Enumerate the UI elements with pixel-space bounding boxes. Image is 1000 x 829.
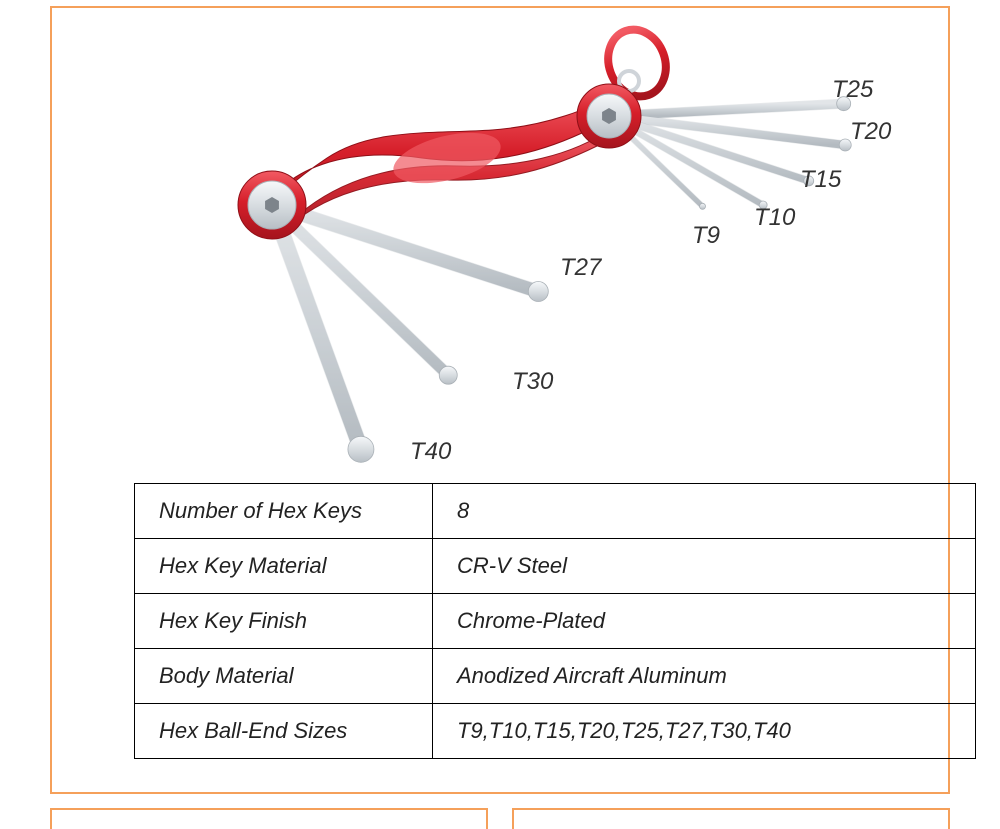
size-label: T27 <box>560 254 601 282</box>
bottom-frame-row <box>50 808 950 829</box>
spec-value: 8 <box>433 484 976 539</box>
bottom-frame-right <box>512 808 950 829</box>
table-row: Hex Key FinishChrome-Plated <box>135 594 976 649</box>
table-row: Body MaterialAnodized Aircraft Aluminum <box>135 649 976 704</box>
tool-diagram: T25 T20 T15T10 T9 T27 T30 T40 <box>52 8 948 478</box>
spec-label: Number of Hex Keys <box>135 484 433 539</box>
size-label: T30 <box>512 368 553 396</box>
size-label: T9 <box>692 222 720 250</box>
tool-illustration <box>52 8 952 478</box>
spec-value: CR-V Steel <box>433 539 976 594</box>
spec-label: Body Material <box>135 649 433 704</box>
table-row: Hex Ball-End SizesT9,T10,T15,T20,T25,T27… <box>135 704 976 759</box>
spec-table: Number of Hex Keys8Hex Key MaterialCR-V … <box>134 483 976 759</box>
size-label: T15 <box>800 166 841 194</box>
spec-value: Chrome-Plated <box>433 594 976 649</box>
table-row: Hex Key MaterialCR-V Steel <box>135 539 976 594</box>
spec-label: Hex Ball-End Sizes <box>135 704 433 759</box>
size-label: T40 <box>410 438 451 466</box>
size-label: T25 <box>832 76 873 104</box>
product-card-frame: T25 T20 T15T10 T9 T27 T30 T40 Number of Hex Ke… <box>50 6 950 794</box>
table-row: Number of Hex Keys8 <box>135 484 976 539</box>
size-label: T10 <box>754 204 795 232</box>
spec-value: Anodized Aircraft Aluminum <box>433 649 976 704</box>
bottom-frame-left <box>50 808 488 829</box>
spec-value: T9,T10,T15,T20,T25,T27,T30,T40 <box>433 704 976 759</box>
spec-label: Hex Key Material <box>135 539 433 594</box>
size-label: T20 <box>850 118 891 146</box>
spec-label: Hex Key Finish <box>135 594 433 649</box>
